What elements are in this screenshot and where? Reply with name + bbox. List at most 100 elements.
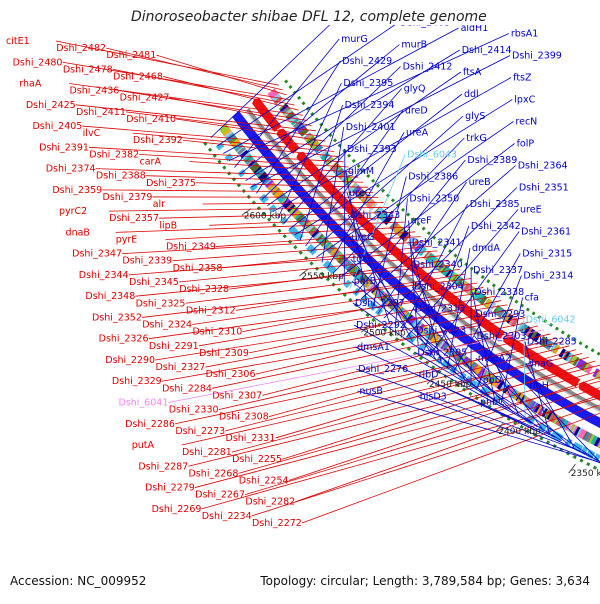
- position-tick-mark: [402, 209, 404, 211]
- gene-leader-line: [302, 393, 600, 523]
- position-tick-mark: [573, 456, 576, 457]
- gene-label: Dshi_2411: [76, 107, 126, 118]
- gene-label: Dshi_2357: [109, 213, 159, 224]
- gene-label: Dshi_2331: [226, 433, 276, 444]
- gene-label: Dshi_2287: [138, 461, 188, 472]
- gene-label: Dshi_2393: [347, 144, 397, 155]
- gene-label: ribH: [529, 381, 549, 392]
- gene-label: hisD3: [420, 392, 447, 403]
- position-tick-mark: [540, 438, 543, 440]
- gene-label: Dshi_2351: [519, 183, 569, 194]
- gene-label: ureB: [469, 177, 491, 188]
- position-tick-mark: [348, 155, 350, 157]
- gene-label: Dshi_2285: [527, 337, 577, 348]
- gene-label: Dshi_2342: [471, 221, 521, 232]
- gene-label: Dshi_2344: [79, 270, 129, 281]
- gene-label: recN: [515, 117, 537, 128]
- gene-label: glyQ: [404, 84, 426, 95]
- position-tick-mark: [372, 180, 374, 182]
- gene-label: ilvC: [83, 128, 101, 139]
- gene-label: ddl: [464, 89, 479, 100]
- position-tick-mark: [382, 190, 384, 192]
- gene-label: Dshi_2348: [85, 291, 135, 302]
- position-tick-mark: [353, 160, 355, 162]
- gene-label: glyS: [465, 111, 485, 122]
- gene-label: Dshi_2305: [417, 348, 467, 359]
- gene-label: Dshi_2304: [414, 282, 464, 293]
- ruler-label: 2350 kbp: [571, 469, 600, 479]
- gene-label: alr: [153, 199, 165, 210]
- position-tick-mark: [579, 342, 581, 343]
- accession-text: Accession: NC_009952: [8, 574, 148, 588]
- position-tick-mark: [290, 86, 292, 88]
- gene-label: Dshi_2273: [175, 426, 225, 437]
- gene-label: murB: [401, 40, 427, 51]
- position-tick-mark: [334, 139, 336, 141]
- gene-label: lpxC: [514, 95, 535, 106]
- gene-label: Dshi_2388: [96, 171, 146, 182]
- gene-leader-line: [156, 55, 286, 95]
- gene-label: Dshi_2269: [152, 504, 202, 515]
- position-tick-mark: [284, 235, 286, 237]
- position-tick-mark: [392, 199, 394, 201]
- gene-label: Dshi_2325: [136, 298, 186, 309]
- gene-label: Dshi_2323: [416, 326, 466, 337]
- rna-feature-block: [216, 142, 225, 150]
- gene-leader-line: [289, 94, 462, 229]
- gene-label: Dshi_2340: [413, 260, 463, 271]
- gene-label: dmdA: [472, 243, 500, 254]
- gene-label: Dshi_2282: [245, 497, 295, 508]
- position-tick-mark: [527, 309, 529, 311]
- position-tick-mark: [585, 346, 587, 347]
- gene-label: Dshi_2410: [126, 114, 176, 125]
- ruler-label: 2450 kbp: [429, 380, 472, 390]
- gene-label: Dshi_2405: [32, 121, 82, 132]
- genome-title: Dinoroseobacter shibae DFL 12, complete …: [128, 9, 490, 25]
- gene-label: Dshi_2392: [133, 135, 183, 146]
- gene-label: Dshi_2361: [521, 227, 571, 238]
- gene-label: ribD: [419, 370, 439, 381]
- gene-label: phrB: [354, 276, 376, 287]
- gene-label: Dshi_2339: [122, 256, 172, 267]
- gene-label: Dshi_2234: [202, 511, 252, 522]
- gene-label: dnaG: [528, 359, 553, 370]
- position-tick-mark: [223, 166, 225, 168]
- gene-leader-line: [361, 166, 516, 299]
- position-tick-mark: [514, 422, 517, 424]
- gene-label: rbsA1: [511, 29, 538, 40]
- position-tick-mark: [428, 232, 430, 234]
- gene-label: Dshi_2359: [52, 185, 102, 196]
- position-tick-mark: [482, 276, 484, 278]
- gene-label: Dshi_6042: [526, 315, 576, 326]
- gene-label: carA: [140, 157, 162, 168]
- gene-label: Dshi_2267: [195, 490, 245, 501]
- gene-label: Dshi_2315: [522, 249, 572, 260]
- gene-label: Dshi_2414: [462, 45, 512, 56]
- gene-label: Dshi_2436: [69, 86, 119, 97]
- gene-label: Dshi_2395: [343, 78, 393, 89]
- gene-label: Dshi_2281: [182, 447, 232, 458]
- gene-label: Dshi_2284: [162, 383, 212, 394]
- position-tick-mark: [310, 262, 312, 264]
- gene-label: Dshi_2309: [199, 348, 249, 359]
- position-tick-mark: [366, 314, 368, 316]
- gene-label: Dshi_2389: [467, 155, 517, 166]
- gene-label: Dshi_2254: [239, 475, 289, 486]
- position-tick-mark: [278, 230, 280, 232]
- gene-label: pyrC2: [59, 206, 87, 217]
- gene-label: Dshi_2481: [106, 50, 156, 61]
- gene-label: phbC: [480, 397, 505, 408]
- gene-label: trkG: [466, 133, 487, 144]
- gene-label: murG: [341, 34, 368, 45]
- position-tick-mark: [344, 294, 346, 296]
- gene-label: Dshi_6043: [407, 150, 457, 161]
- gene-label: ureE: [520, 205, 542, 216]
- gene-label: cfa: [525, 293, 539, 304]
- gene-label: folP: [517, 139, 535, 150]
- gene-label: Dshi_2427: [120, 93, 170, 104]
- position-tick-mark: [300, 252, 302, 254]
- gene-label: Dshi_2401: [346, 122, 396, 133]
- gene-label: putA: [132, 440, 155, 451]
